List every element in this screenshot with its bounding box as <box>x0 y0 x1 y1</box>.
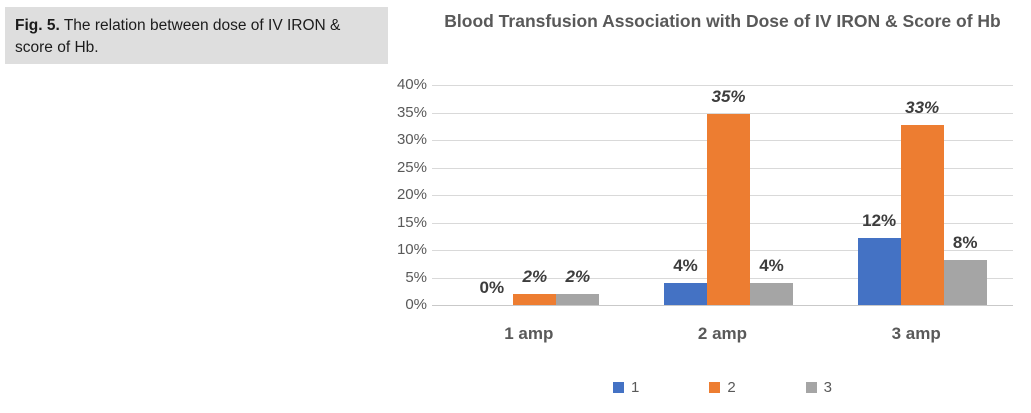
legend-label: 2 <box>727 378 736 396</box>
y-tick-label: 15% <box>396 213 427 231</box>
bar-series-2-3-amp <box>900 125 944 305</box>
x-axis-line <box>432 305 1013 306</box>
bar-series-3-3-amp <box>943 259 987 305</box>
legend-item-2: 2 <box>709 378 736 396</box>
y-tick-label: 10% <box>396 241 427 258</box>
figure-caption: Fig. 5. The relation between dose of IV … <box>5 7 388 64</box>
data-label-series-3-3-amp: 8% <box>952 232 978 252</box>
y-tick-label: 30% <box>396 131 427 148</box>
bar-series-3-2-amp <box>750 283 793 305</box>
legend-swatch-icon <box>612 381 624 393</box>
data-label-series-1-1-amp: 0% <box>479 278 505 297</box>
y-tick-label: 25% <box>396 158 427 176</box>
chart-legend: 1 2 3 <box>432 377 1013 397</box>
bar-series-1-2-amp <box>664 283 707 305</box>
legend-swatch-icon <box>805 381 817 393</box>
gridline <box>432 85 1013 86</box>
y-tick-label: 0% <box>405 296 427 313</box>
y-tick-label: 5% <box>405 268 427 286</box>
x-tick-label-2-amp: 2 amp <box>697 324 748 343</box>
figure-caption-text: The relation between dose of IV IRON & s… <box>15 17 341 56</box>
bar-series-2-1-amp <box>513 294 557 305</box>
y-tick-label: 40% <box>396 76 427 93</box>
data-label-series-1-2-amp: 4% <box>673 256 698 275</box>
legend-label: 3 <box>823 378 833 396</box>
chart-plot-area <box>432 85 1013 306</box>
data-label-series-1-3-amp: 12% <box>862 210 897 230</box>
bar-series-3-1-amp <box>556 294 600 305</box>
y-tick-label: 20% <box>396 186 427 203</box>
y-tick-label: 35% <box>396 103 427 121</box>
x-tick-label-1-amp: 1 amp <box>504 324 554 343</box>
x-tick-label-3-amp: 3 amp <box>891 324 941 343</box>
data-label-series-3-2-amp: 4% <box>759 256 784 275</box>
data-label-series-3-1-amp: 2% <box>565 267 591 286</box>
figure-caption-label: Fig. 5. <box>15 17 60 34</box>
chart-title: Blood Transfusion Association with Dose … <box>444 11 1001 31</box>
bar-series-1-3-amp <box>857 237 901 305</box>
legend-item-3: 3 <box>805 378 833 396</box>
data-label-series-2-3-amp: 33% <box>905 98 940 118</box>
gridline <box>432 112 1013 114</box>
bar-series-2-2-amp <box>707 114 750 305</box>
legend-label: 1 <box>630 378 640 396</box>
data-label-series-2-2-amp: 35% <box>711 87 746 107</box>
legend-item-1: 1 <box>612 378 640 396</box>
legend-swatch-icon <box>709 381 721 393</box>
data-label-series-2-1-amp: 2% <box>522 267 548 286</box>
